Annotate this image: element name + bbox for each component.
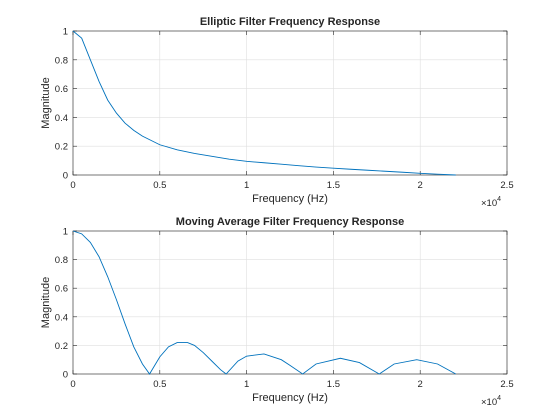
y-tick-label: 0.8 xyxy=(55,55,68,66)
x-tick-label: 1.5 xyxy=(327,379,340,390)
x-axis-exponent: ×104 xyxy=(481,395,501,408)
y-tick-label: 0.2 xyxy=(55,341,68,352)
y-tick-label: 0.6 xyxy=(55,84,68,95)
exponent-power: 4 xyxy=(497,395,501,402)
axes-frame xyxy=(72,30,508,176)
y-tick-label: 1 xyxy=(63,227,68,238)
exponent-power: 4 xyxy=(497,196,501,203)
x-tick-label: 1 xyxy=(244,379,249,390)
moving-average-filter-plot: 0 0.5 1 1.5 2 2.5 0 0.2 0.4 0.6 0.8 1 Moving Averag… xyxy=(40,216,514,408)
y-tick-label: 1 xyxy=(63,27,68,38)
y-tick-label: 0.8 xyxy=(55,255,68,266)
axes-frame xyxy=(72,230,508,375)
plot-grid xyxy=(72,230,508,375)
elliptic-filter-plot: 0 0.5 1 1.5 2 2.5 0 0.2 0.4 0.6 0.8 1 Elliptic Filt… xyxy=(40,16,514,209)
y-tick-label: 0 xyxy=(63,171,68,182)
series-line xyxy=(72,30,456,176)
x-tick-label: 1.5 xyxy=(327,180,340,191)
y-tick-label: 0.4 xyxy=(55,312,68,323)
y-tick-label: 0 xyxy=(63,370,68,381)
x-tick-label: 2.5 xyxy=(500,379,513,390)
x-axis-exponent: ×104 xyxy=(481,196,501,209)
x-tick-label: 0 xyxy=(70,379,75,390)
y-tick-label: 0.4 xyxy=(55,113,68,124)
x-tick-label: 2 xyxy=(418,379,423,390)
x-axis-label: Frequency (Hz) xyxy=(252,193,328,205)
axis-ticks: 0 0.5 1 1.5 2 2.5 0 0.2 0.4 0.6 0.8 1 xyxy=(55,227,514,391)
exponent-base: ×10 xyxy=(481,198,497,209)
y-axis-label: Magnitude xyxy=(40,77,52,128)
x-tick-label: 2.5 xyxy=(500,180,513,191)
chart-title: Moving Average Filter Frequency Response xyxy=(176,216,404,228)
x-tick-label: 0 xyxy=(70,180,75,191)
x-tick-label: 1 xyxy=(244,180,249,191)
exponent-base: ×10 xyxy=(481,397,497,408)
axis-ticks: 0 0.5 1 1.5 2 2.5 0 0.2 0.4 0.6 0.8 1 xyxy=(55,27,514,192)
x-axis-label: Frequency (Hz) xyxy=(252,392,328,404)
y-tick-label: 0.2 xyxy=(55,142,68,153)
y-tick-label: 0.6 xyxy=(55,284,68,295)
y-axis-label: Magnitude xyxy=(40,277,52,328)
x-tick-label: 2 xyxy=(418,180,423,191)
x-tick-label: 0.5 xyxy=(153,379,166,390)
x-tick-label: 0.5 xyxy=(153,180,166,191)
series-line xyxy=(72,230,457,375)
plot-grid xyxy=(72,30,508,176)
chart-title: Elliptic Filter Frequency Response xyxy=(200,16,380,28)
